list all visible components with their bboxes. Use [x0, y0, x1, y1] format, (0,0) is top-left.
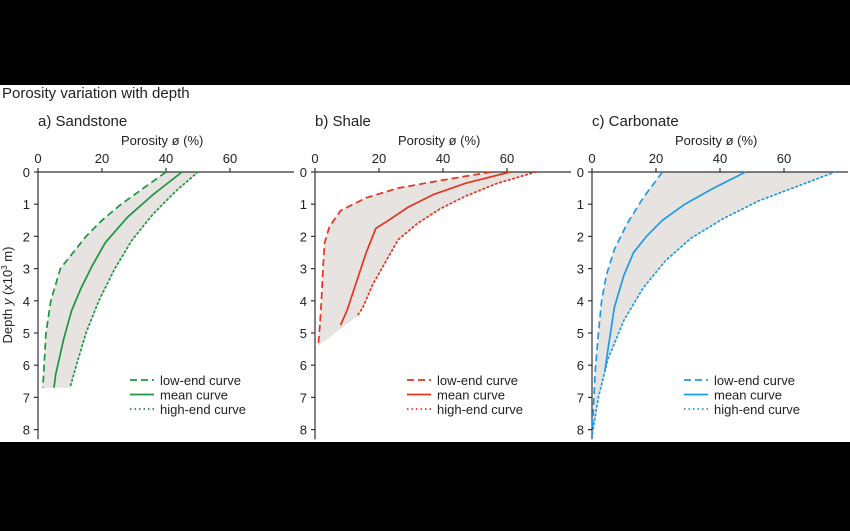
legend-label: mean curve: [160, 388, 228, 403]
x-axis-title: Porosity ø (%): [121, 133, 203, 148]
panel-title: c) Carbonate: [592, 113, 679, 130]
y-tick-label: 4: [577, 294, 584, 309]
y-tick-label: 8: [300, 423, 307, 438]
series-line: [603, 171, 746, 372]
series-line: [317, 171, 492, 346]
chart-panel: 0 20 40 60 0 1 2 3 4 5 6 7 8 c) Carbonate Porosity ø (…: [577, 113, 848, 440]
x-tick-label: 40: [713, 151, 727, 166]
x-axis-title: Porosity ø (%): [675, 133, 757, 148]
y-tick-label: 6: [577, 358, 584, 373]
y-tick-label: 2: [577, 229, 584, 244]
x-tick-label: 20: [95, 151, 109, 166]
series-line: [41, 171, 167, 388]
panel-title: b) Shale: [315, 113, 371, 130]
x-tick-label: 20: [649, 151, 663, 166]
panel-title: a) Sandstone: [38, 113, 127, 130]
y-tick-label: 4: [23, 294, 30, 309]
x-tick-label: 0: [588, 151, 595, 166]
y-tick-label: 0: [577, 165, 584, 180]
legend-label: mean curve: [437, 388, 505, 403]
figure-canvas: Porosity variation with depth Depth y (x…: [0, 85, 848, 440]
x-tick-label: 40: [436, 151, 450, 166]
figure-title: Porosity variation with depth: [2, 85, 190, 102]
x-tick-label: 60: [223, 151, 237, 166]
y-tick-label: 0: [300, 165, 307, 180]
y-tick-label: 1: [300, 197, 307, 212]
x-tick-label: 40: [159, 151, 173, 166]
envelope-fill: [318, 172, 536, 346]
legend-label: high-end curve: [714, 402, 800, 417]
y-tick-label: 7: [23, 390, 30, 405]
legend-label: high-end curve: [437, 402, 523, 417]
series-line: [591, 171, 837, 437]
chart-panel: 0 20 40 60 0 1 2 3 4 5 6 7 8 a) Sandstone Porosity ø (…: [23, 113, 294, 440]
chart-panel: 0 20 40 60 0 1 2 3 4 5 6 7 8 b) Shale Porosity ø (%) lo…: [300, 113, 571, 440]
series-line: [591, 171, 664, 437]
y-tick-label: 8: [23, 423, 30, 438]
y-tick-label: 3: [23, 262, 30, 277]
y-tick-label: 6: [300, 358, 307, 373]
x-tick-label: 0: [34, 151, 41, 166]
y-tick-label: 2: [300, 229, 307, 244]
y-tick-label: 6: [23, 358, 30, 373]
y-tick-label: 3: [577, 262, 584, 277]
y-tick-label: 8: [577, 423, 584, 438]
x-tick-label: 0: [311, 151, 318, 166]
y-tick-label: 7: [577, 390, 584, 405]
y-tick-label: 5: [577, 326, 584, 341]
figure: Porosity variation with depth Depth y (x…: [0, 85, 850, 442]
y-tick-label: 7: [300, 390, 307, 405]
x-tick-label: 60: [500, 151, 514, 166]
envelope-fill: [592, 172, 836, 436]
y-tick-label: 0: [23, 165, 30, 180]
y-tick-label: 5: [300, 326, 307, 341]
envelope-fill: [42, 172, 198, 388]
x-axis-title: Porosity ø (%): [398, 133, 480, 148]
x-tick-label: 20: [372, 151, 386, 166]
y-tick-label: 4: [300, 294, 307, 309]
series-line: [69, 171, 199, 389]
series-line: [339, 171, 511, 326]
series-line: [53, 171, 183, 388]
legend-label: low-end curve: [714, 373, 795, 388]
legend-label: mean curve: [714, 388, 782, 403]
y-tick-label: 3: [300, 262, 307, 277]
legend-label: low-end curve: [437, 373, 518, 388]
y-tick-label: 5: [23, 326, 30, 341]
y-tick-label: 2: [23, 229, 30, 244]
x-tick-label: 60: [777, 151, 791, 166]
legend-label: low-end curve: [160, 373, 241, 388]
y-tick-label: 1: [577, 197, 584, 212]
y-axis-label: Depth y (x103 m): [0, 247, 15, 344]
legend-label: high-end curve: [160, 402, 246, 417]
y-tick-label: 1: [23, 197, 30, 212]
